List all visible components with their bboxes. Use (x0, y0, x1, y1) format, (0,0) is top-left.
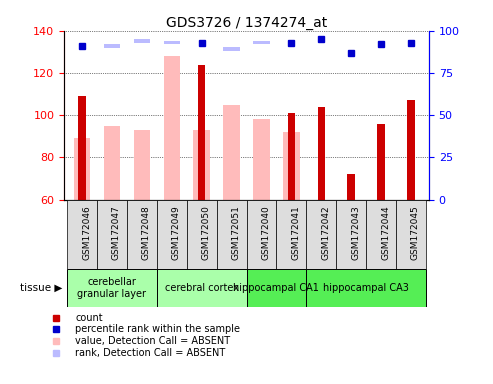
Bar (157, 200, 187, 269)
Bar (348, 174, 355, 200)
Text: GSM172051: GSM172051 (232, 205, 241, 260)
Text: percentile rank within the sample: percentile rank within the sample (75, 324, 240, 334)
Text: GSM172049: GSM172049 (172, 205, 181, 260)
Bar (127, 200, 157, 269)
Bar (198, 65, 206, 200)
Bar (193, 130, 210, 200)
Bar (97, 200, 127, 269)
Bar (74, 138, 90, 200)
Text: GSM172050: GSM172050 (202, 205, 211, 260)
Bar (377, 124, 385, 200)
Bar (78, 96, 86, 200)
Text: rank, Detection Call = ABSENT: rank, Detection Call = ABSENT (75, 348, 225, 358)
Text: GSM172041: GSM172041 (291, 205, 300, 260)
Bar (366, 200, 396, 269)
Bar (134, 130, 150, 200)
Bar (164, 56, 180, 200)
Bar (407, 100, 415, 200)
Bar (223, 47, 240, 51)
Bar (253, 119, 270, 200)
Bar (336, 200, 366, 269)
Text: tissue ▶: tissue ▶ (20, 283, 63, 293)
Bar (253, 41, 270, 45)
Text: cerebral cortex: cerebral cortex (165, 283, 239, 293)
Bar (187, 200, 216, 269)
Bar (104, 126, 120, 200)
Bar (287, 113, 295, 200)
Bar (104, 44, 120, 48)
Text: cerebellar
granular layer: cerebellar granular layer (77, 277, 146, 299)
Bar (67, 200, 97, 269)
Title: GDS3726 / 1374274_at: GDS3726 / 1374274_at (166, 16, 327, 30)
Bar (157, 269, 246, 307)
Text: GSM172047: GSM172047 (112, 205, 121, 260)
Bar (67, 269, 157, 307)
Text: GSM172048: GSM172048 (142, 205, 151, 260)
Text: hippocampal CA3: hippocampal CA3 (323, 283, 409, 293)
Text: GSM172042: GSM172042 (321, 205, 330, 260)
Text: hippocampal CA1: hippocampal CA1 (234, 283, 319, 293)
Text: GSM172044: GSM172044 (381, 205, 390, 260)
Bar (283, 132, 300, 200)
Bar (134, 39, 150, 43)
Bar (164, 41, 180, 45)
Bar (396, 200, 426, 269)
Text: GSM172045: GSM172045 (411, 205, 420, 260)
Text: GSM172046: GSM172046 (82, 205, 91, 260)
Bar (306, 269, 426, 307)
Bar (306, 200, 336, 269)
Bar (246, 200, 277, 269)
Bar (216, 200, 246, 269)
Text: GSM172043: GSM172043 (351, 205, 360, 260)
Bar (277, 200, 306, 269)
Bar (317, 107, 325, 200)
Text: GSM172040: GSM172040 (261, 205, 271, 260)
Text: count: count (75, 313, 103, 323)
Bar (246, 269, 306, 307)
Bar (223, 104, 240, 200)
Text: value, Detection Call = ABSENT: value, Detection Call = ABSENT (75, 336, 230, 346)
